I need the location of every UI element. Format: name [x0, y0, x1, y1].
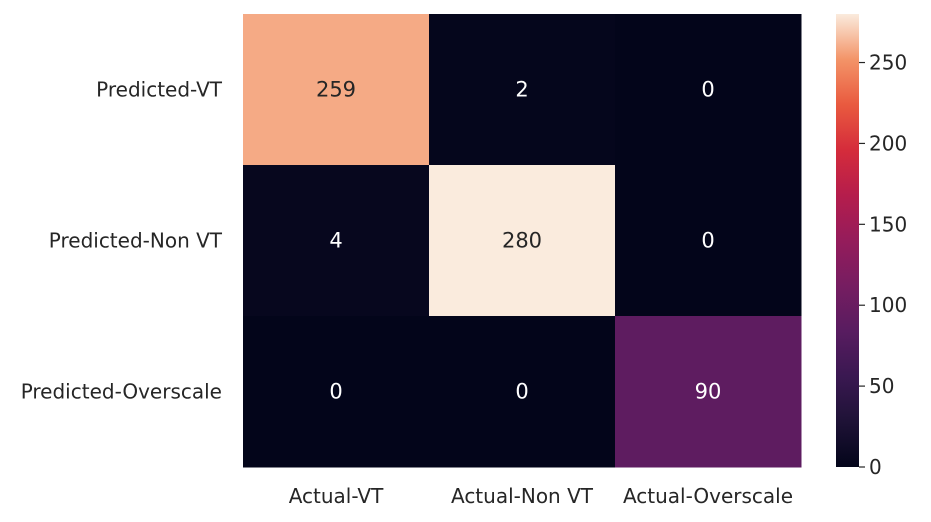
cell-annotation: 0 — [701, 229, 714, 253]
heatmap-cell-r2-c1 — [429, 316, 616, 468]
colorbar-tick-label: 150 — [869, 212, 907, 236]
cell-annotation: 4 — [329, 229, 342, 253]
cell-annotation: 90 — [695, 380, 722, 404]
x-tick-label: Actual-Non VT — [451, 484, 594, 508]
colorbar-tick-label: 50 — [869, 374, 894, 398]
colorbar-tick-label: 200 — [869, 131, 907, 155]
x-tick-label: Actual-Overscale — [623, 484, 793, 508]
heatmap-cell-r0-c0 — [243, 14, 430, 166]
colorbar-tick-label: 100 — [869, 293, 907, 317]
y-tick-label: Predicted-Non VT — [49, 229, 223, 253]
y-axis-tick-labels: Predicted-VT Predicted-Non VT Predicted-Ov… — [21, 78, 223, 404]
heatmap-cell-r2-c2 — [615, 316, 802, 468]
heatmap-cells — [243, 14, 802, 468]
colorbar-tick-label: 0 — [869, 455, 882, 479]
heatmap-cell-r0-c1 — [429, 14, 616, 166]
x-axis-tick-labels: Actual-VT Actual-Non VT Actual-Overscale — [289, 484, 793, 508]
heatmap-cell-r1-c1 — [429, 165, 616, 317]
cell-annotation: 280 — [502, 229, 542, 253]
cell-annotations: 259 2 0 4 280 0 0 0 90 — [316, 78, 721, 404]
x-tick-label: Actual-VT — [289, 484, 384, 508]
cell-annotation: 2 — [515, 78, 528, 102]
colorbar-gradient — [836, 14, 859, 467]
heatmap-cell-r1-c0 — [243, 165, 430, 317]
cell-annotation: 0 — [515, 380, 528, 404]
heatmap-cell-r0-c2 — [615, 14, 802, 166]
cell-annotation: 259 — [316, 78, 356, 102]
cell-annotation: 0 — [701, 78, 714, 102]
colorbar: 0 50 100 150 200 250 — [836, 14, 907, 479]
heatmap-cell-r1-c2 — [615, 165, 802, 317]
y-tick-label: Predicted-VT — [96, 78, 223, 102]
colorbar-tick-label: 250 — [869, 51, 907, 75]
heatmap-cell-r2-c0 — [243, 316, 430, 468]
cell-annotation: 0 — [329, 380, 342, 404]
y-tick-label: Predicted-Overscale — [21, 380, 222, 404]
